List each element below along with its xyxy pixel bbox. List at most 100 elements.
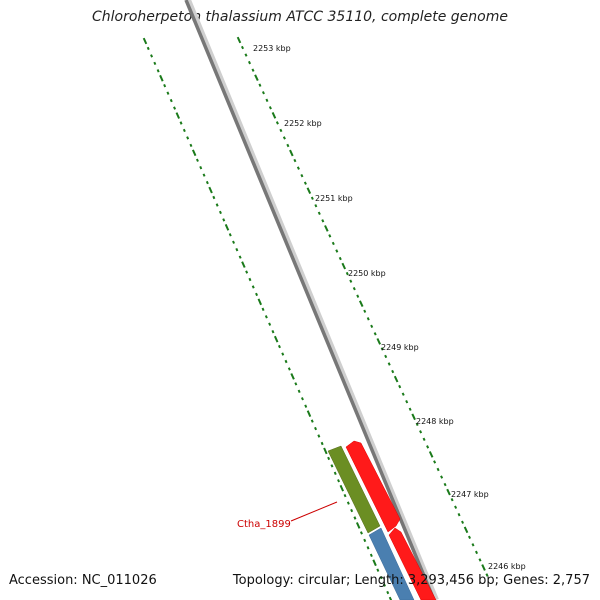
minor-tick (296, 166, 300, 170)
minor-tick (331, 241, 335, 246)
major-tick (306, 187, 312, 195)
minor-tick (422, 437, 426, 442)
major-tick (290, 373, 295, 380)
major-tick (191, 149, 197, 157)
minor-tick (382, 583, 386, 587)
minor-tick (258, 83, 262, 87)
major-tick (324, 225, 329, 232)
minor-tick (247, 60, 252, 65)
minor-tick (228, 233, 232, 237)
minor-tick (281, 352, 285, 356)
minor-tick (337, 479, 341, 483)
minor-tick (244, 53, 248, 57)
minor-tick (255, 292, 259, 297)
major-tick (481, 564, 486, 571)
minor-tick (293, 158, 297, 163)
minor-tick (379, 575, 383, 580)
topology-summary-text: Topology: circular; Length: 3,293,456 bp… (232, 573, 590, 588)
minor-tick (240, 45, 245, 50)
major-tick (388, 596, 393, 600)
gene-label[interactable]: Ctha_1899 (237, 519, 291, 530)
major-tick (339, 484, 345, 492)
minor-tick (268, 106, 272, 110)
minor-tick (284, 359, 288, 364)
minor-tick (369, 553, 373, 557)
major-tick (341, 262, 347, 270)
minor-tick (330, 464, 334, 468)
minor-tick (321, 219, 325, 223)
minor-tick (218, 210, 222, 215)
minor-tick (349, 279, 353, 283)
minor-tick (303, 181, 307, 185)
minor-tick (202, 173, 206, 177)
forward-gene-feature[interactable] (388, 527, 437, 600)
minor-tick (245, 270, 249, 274)
scale-label: 2250 kbp (348, 269, 386, 278)
major-tick (257, 298, 263, 306)
scale-label: 2247 kbp (451, 490, 489, 499)
minor-tick (146, 46, 150, 51)
minor-tick (352, 286, 356, 291)
major-tick (142, 37, 148, 45)
minor-tick (333, 471, 337, 475)
minor-tick (314, 204, 318, 208)
minor-tick (338, 256, 342, 261)
minor-tick (182, 128, 186, 133)
minor-tick (251, 285, 255, 289)
minor-tick (205, 180, 209, 185)
minor-tick (376, 568, 380, 572)
minor-tick (440, 475, 444, 479)
major-tick (358, 300, 364, 308)
minor-tick (212, 195, 216, 200)
minor-tick (485, 573, 489, 577)
minor-tick (235, 248, 239, 252)
minor-tick (363, 538, 367, 543)
major-tick (355, 522, 361, 529)
minor-tick (232, 240, 236, 244)
minor-tick (156, 69, 160, 73)
minor-tick (150, 54, 154, 58)
minor-tick (277, 344, 281, 349)
minor-tick (320, 441, 324, 446)
outer-scale-ticks (142, 37, 393, 600)
inner-scale-ticks (236, 36, 489, 577)
genome-backbone (185, 0, 439, 600)
minor-tick (297, 389, 301, 393)
minor-tick (265, 98, 269, 102)
major-tick (446, 488, 451, 496)
minor-tick (450, 497, 454, 502)
minor-tick (279, 128, 283, 133)
minor-tick (287, 367, 291, 371)
major-tick (372, 559, 377, 567)
minor-tick (384, 354, 388, 359)
rna-gene-feature[interactable] (368, 527, 415, 600)
minor-tick (186, 136, 190, 140)
major-tick (376, 338, 382, 345)
minor-tick (179, 121, 183, 125)
minor-tick (391, 369, 395, 374)
minor-tick (271, 330, 275, 334)
minor-tick (433, 460, 437, 464)
minor-tick (471, 543, 475, 547)
genome-backbone-core (184, 0, 436, 600)
minor-tick (166, 91, 170, 95)
major-tick (159, 74, 164, 82)
minor-tick (356, 294, 360, 298)
minor-tick (387, 362, 391, 366)
gene-features (327, 440, 437, 600)
major-tick (428, 451, 434, 458)
gene-ctha-1899[interactable] (327, 445, 381, 534)
scale-label: 2251 kbp (315, 194, 353, 203)
forward-gene-feature[interactable] (345, 440, 401, 533)
major-tick (241, 261, 246, 268)
minor-tick (346, 501, 350, 505)
major-tick (393, 375, 399, 383)
minor-tick (398, 384, 402, 389)
minor-tick (189, 143, 193, 148)
minor-tick (195, 158, 199, 162)
minor-tick (317, 211, 321, 216)
minor-tick (474, 550, 479, 555)
minor-tick (461, 520, 465, 524)
minor-tick (454, 505, 458, 509)
